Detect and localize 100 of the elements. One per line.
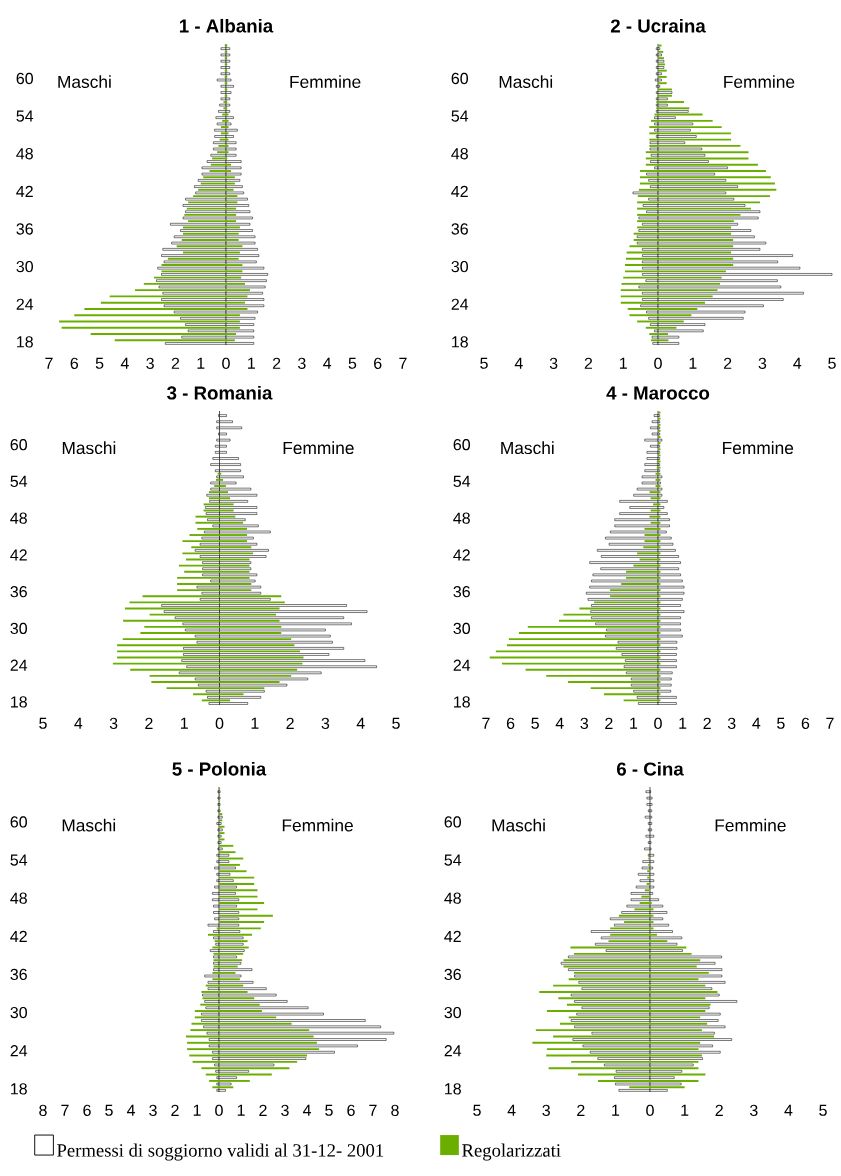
x-tick-label: 1 [612, 1104, 620, 1116]
y-tick-label: 36 [10, 968, 27, 981]
x-tick-label: 0 [222, 357, 230, 370]
x-tick-label: 5 [348, 357, 357, 369]
x-tick-label: 3 [549, 357, 558, 370]
x-tick-label: 2 [715, 1104, 723, 1116]
x-tick-label: 1 [193, 1104, 201, 1116]
x-tick-label: 1 [689, 357, 697, 369]
chart-title: 1 - Albania [180, 18, 274, 33]
x-tick-label: 5 [828, 357, 836, 369]
annotation: Maschi [501, 441, 554, 455]
x-tick-label: 5 [819, 1104, 827, 1116]
y-tick-label: 24 [451, 298, 469, 310]
x-tick-label: 5 [105, 1104, 113, 1116]
x-tick-label: 2 [259, 1104, 267, 1116]
y-tick-label: 30 [10, 1006, 28, 1019]
y-tick-label: 60 [453, 439, 471, 451]
y-tick-label: 24 [10, 1045, 28, 1057]
x-tick-label: 0 [654, 717, 662, 730]
x-tick-label: 8 [39, 1104, 47, 1117]
x-tick-label: 1 [679, 717, 687, 729]
x-tick-label: 8 [391, 1104, 399, 1117]
annotation: Maschi [499, 75, 553, 88]
y-tick-label: 60 [451, 72, 469, 85]
x-tick-label: 0 [654, 357, 662, 370]
y-tick-label: 54 [444, 854, 462, 866]
x-tick-label: 3 [109, 717, 118, 730]
x-tick-label: 6 [506, 717, 515, 730]
y-tick-label: 18 [454, 696, 470, 708]
x-tick-label: 2 [577, 1104, 585, 1116]
x-tick-label: 1 [681, 1104, 689, 1116]
x-tick-label: 0 [215, 717, 224, 730]
x-tick-label: 4 [507, 1104, 516, 1116]
y-tick-label: 30 [10, 622, 28, 635]
x-tick-label: 4 [323, 357, 332, 369]
x-tick-label: 2 [171, 357, 180, 369]
x-tick-label: 4 [793, 357, 802, 369]
y-tick-label: 48 [444, 892, 461, 904]
y-tick-label: 42 [451, 185, 468, 197]
x-tick-label: 4 [302, 1104, 312, 1116]
x-tick-label: 1 [620, 357, 627, 369]
x-tick-label: 4 [555, 717, 564, 729]
x-tick-label: 7 [826, 717, 834, 729]
y-tick-label: 24 [453, 659, 471, 671]
y-tick-label: 42 [453, 549, 470, 561]
y-tick-label: 54 [10, 475, 28, 488]
x-tick-label: 3 [146, 357, 154, 370]
chart-title: 2 - Ucraina [610, 18, 706, 33]
y-tick-label: 54 [451, 110, 469, 122]
y-tick-label: 24 [10, 659, 28, 671]
x-tick-label: 1 [181, 717, 188, 729]
x-tick-label: 5 [473, 1104, 481, 1116]
x-tick-label: 1 [630, 717, 638, 729]
y-tick-label: 18 [452, 336, 468, 348]
x-tick-label: 1 [197, 357, 205, 369]
x-tick-label: 4 [74, 717, 83, 729]
x-tick-label: 3 [580, 717, 589, 730]
x-tick-label: 3 [298, 357, 306, 370]
legend-label: Regolarizzati [462, 1143, 561, 1161]
annotation: Femmine [283, 441, 354, 455]
annotation: Femmine [723, 441, 794, 455]
chart-title: 4 - Marocco [606, 386, 710, 400]
x-tick-label: 1 [251, 717, 259, 729]
y-tick-label: 42 [444, 930, 461, 942]
x-tick-label: 3 [727, 717, 736, 730]
x-tick-label: 0 [646, 1104, 654, 1117]
y-tick-label: 60 [10, 816, 28, 828]
x-tick-label: 2 [171, 1104, 179, 1116]
y-tick-label: 60 [444, 816, 462, 828]
y-tick-label: 54 [16, 110, 34, 122]
x-tick-label: 0 [215, 1104, 223, 1117]
x-tick-label: 4 [752, 717, 761, 729]
x-tick-label: 2 [286, 717, 294, 729]
annotation: Maschi [62, 441, 116, 455]
x-tick-label: 6 [83, 1104, 91, 1117]
x-tick-label: 5 [39, 717, 47, 729]
x-tick-label: 4 [514, 357, 523, 369]
x-tick-label: 4 [356, 717, 365, 729]
y-tick-label: 18 [17, 336, 33, 348]
x-tick-label: 3 [758, 357, 767, 370]
y-tick-label: 42 [16, 185, 33, 197]
annotation: Femmine [715, 818, 786, 832]
annotation: Femmine [282, 818, 353, 832]
x-tick-label: 3 [321, 717, 330, 730]
y-tick-label: 48 [451, 148, 468, 160]
annotation: Maschi [62, 818, 116, 832]
legend-label: Permessi di soggiorno validi al 31-12- 2001 [57, 1143, 384, 1161]
x-tick-label: 5 [95, 357, 104, 369]
x-tick-label: 4 [126, 1104, 136, 1116]
x-tick-label: 4 [120, 357, 129, 369]
y-tick-label: 30 [444, 1006, 462, 1019]
y-tick-label: 48 [10, 512, 27, 524]
y-tick-label: 30 [16, 260, 34, 273]
x-tick-label: 2 [703, 717, 711, 729]
x-tick-label: 2 [145, 717, 153, 729]
chart-title: 6 - Cina [617, 761, 684, 776]
x-tick-label: 7 [369, 1104, 377, 1116]
y-tick-label: 30 [451, 260, 469, 273]
y-tick-label: 24 [444, 1045, 462, 1057]
y-tick-label: 54 [10, 854, 28, 866]
